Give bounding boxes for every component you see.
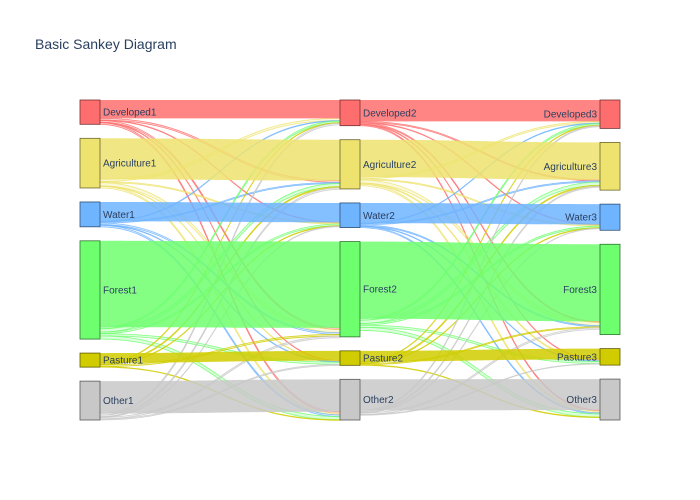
node-label-forest1: Forest1	[103, 285, 137, 296]
node-forest1[interactable]	[79, 240, 101, 340]
node-label-developed1: Developed1	[103, 108, 157, 119]
link-other2-other3[interactable]	[360, 379, 600, 411]
link-pasture2-pasture3[interactable]	[360, 348, 600, 362]
node-label-pasture1: Pasture1	[103, 356, 143, 367]
link-developed2-developed3[interactable]	[360, 100, 600, 122]
link-forest2-forest3[interactable]	[360, 241, 600, 322]
node-pasture1[interactable]	[79, 352, 101, 368]
node-water2[interactable]	[339, 202, 361, 228]
node-agriculture3[interactable]	[599, 142, 621, 191]
node-label-water1: Water1	[103, 210, 135, 221]
node-label-agriculture2: Agriculture2	[363, 160, 417, 171]
node-forest3[interactable]	[599, 243, 621, 336]
node-label-agriculture3: Agriculture3	[544, 162, 598, 173]
links-layer	[99, 100, 601, 421]
node-pasture3[interactable]	[599, 348, 621, 366]
node-label-agriculture1: Agriculture1	[103, 159, 157, 170]
link-other1-other2[interactable]	[100, 379, 340, 414]
link-developed1-developed2[interactable]	[100, 100, 340, 119]
link-water2-water3[interactable]	[360, 202, 600, 225]
node-label-water2: Water2	[363, 211, 395, 222]
node-agriculture2[interactable]	[339, 139, 361, 190]
node-water1[interactable]	[79, 201, 101, 228]
chart-title: Basic Sankey Diagram	[35, 36, 177, 52]
node-label-developed3: Developed3	[544, 110, 598, 121]
node-developed2[interactable]	[339, 99, 361, 127]
node-label-forest3: Forest3	[563, 285, 597, 296]
link-agriculture2-agriculture3[interactable]	[360, 139, 600, 180]
node-forest2[interactable]	[339, 241, 361, 338]
link-water1-water2[interactable]	[100, 201, 340, 223]
node-agriculture1[interactable]	[79, 137, 101, 189]
node-label-pasture2: Pasture2	[363, 354, 403, 365]
node-developed3[interactable]	[599, 99, 621, 129]
node-label-forest2: Forest2	[363, 285, 397, 296]
node-label-other3: Other3	[566, 395, 597, 406]
node-label-water3: Water3	[565, 213, 597, 224]
nodes-layer	[79, 99, 621, 421]
node-label-other1: Other1	[103, 396, 134, 407]
node-other2[interactable]	[339, 378, 361, 421]
node-water3[interactable]	[599, 203, 621, 231]
node-label-other2: Other2	[363, 395, 394, 406]
node-label-developed2: Developed2	[363, 108, 417, 119]
node-pasture2[interactable]	[339, 350, 361, 366]
link-agriculture1-agriculture2[interactable]	[100, 138, 340, 181]
labels-layer: Developed1 Agriculture1 Water1 Forest1 Pastu…	[103, 108, 597, 407]
node-label-pasture3: Pasture3	[557, 352, 597, 363]
link-pasture1-pasture2[interactable]	[100, 350, 340, 363]
link-forest1-forest2[interactable]	[100, 240, 340, 328]
node-other1[interactable]	[79, 380, 101, 421]
node-other3[interactable]	[599, 378, 621, 421]
node-developed1[interactable]	[79, 99, 101, 125]
